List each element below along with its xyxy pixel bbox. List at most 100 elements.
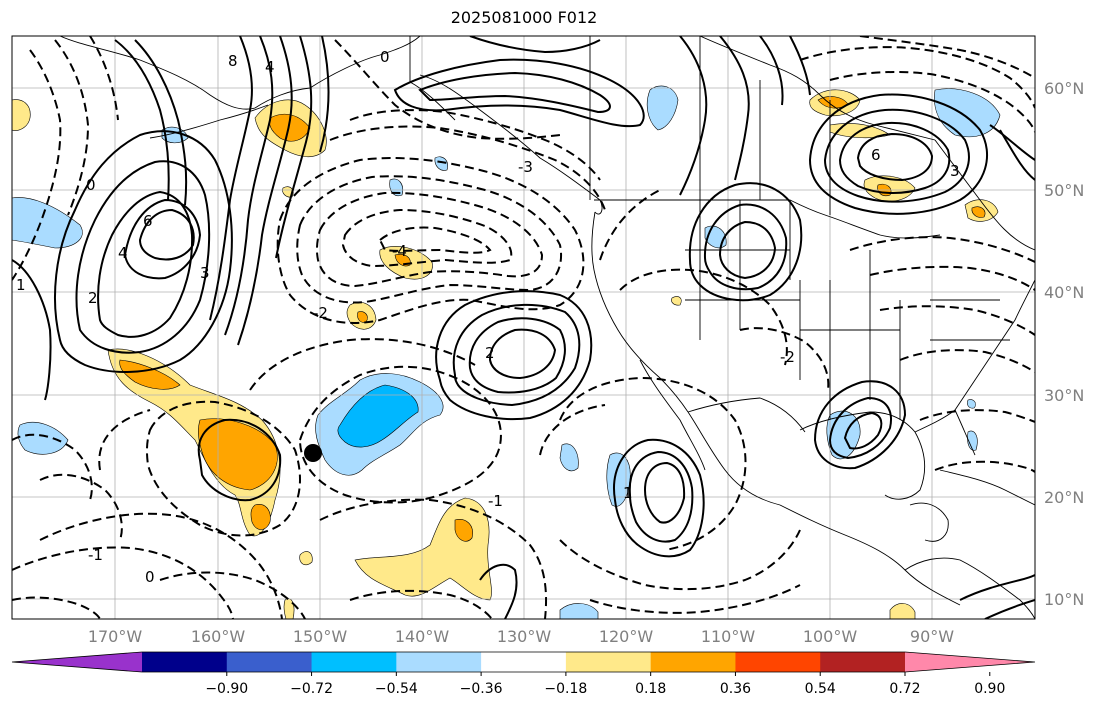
fill-pos2-sub-tropics: [454, 519, 473, 542]
coast-gulf-mexico: [799, 411, 926, 500]
contour-ne-high-4: [856, 132, 934, 182]
lon-label: 160°W: [191, 627, 246, 646]
lat-label: 20°N: [1044, 488, 1084, 507]
contour-hawaii-low-solid: [197, 418, 282, 502]
fill-pos2-hawaii-c: [250, 504, 271, 530]
contour-us-low-2: [619, 268, 788, 366]
lon-label: 130°W: [497, 627, 552, 646]
contour-north-arc-5: [237, 36, 293, 346]
coast-central-am: [904, 557, 1035, 619]
contour-nw-low-left: [12, 433, 93, 501]
contour-label: 8: [228, 52, 238, 70]
contour-us-high-3: [718, 220, 777, 280]
colorbar-swatch: [311, 652, 397, 672]
map-frame: [11, 35, 1036, 620]
fill-neg-alaska-1: [646, 85, 679, 131]
contour-sw-low: [159, 571, 306, 619]
contour-label: 2: [485, 344, 495, 362]
lon-label: 90°W: [910, 627, 954, 646]
contour-label: -2: [313, 304, 328, 322]
contour-east-low-4: [899, 349, 1035, 373]
storm-position-marker: [304, 444, 322, 462]
contour-mex-south-1: [559, 529, 801, 591]
contour-label: -2: [780, 348, 795, 366]
fill-pos-hawaii-region: [107, 348, 281, 537]
contour-mex-south-2: [589, 584, 801, 614]
coast-bc-wa-or-ca: [591, 211, 689, 413]
contour-label: -3: [518, 158, 533, 176]
contour-nw-low-left-2: [39, 473, 123, 541]
contour-nw-pac-high-2: [75, 160, 211, 354]
contour-nw-pac-high-outer: [54, 130, 233, 373]
contour-label: 4: [118, 244, 128, 262]
contour-ne-high-outer: [808, 93, 989, 215]
fill-neg-alaska-3: [434, 156, 448, 171]
contour-pac-low-2: [296, 175, 563, 304]
coast-baja: [639, 359, 781, 506]
contour-label: 0: [145, 568, 155, 586]
contour-central-high-outer: [435, 290, 593, 421]
coast-east-us: [954, 279, 1035, 411]
contour-central-high-4: [488, 328, 557, 380]
contour-nw-pac-high-4: [123, 198, 202, 280]
contour-label: -1: [488, 492, 503, 510]
contour-arc-inner-2: [349, 109, 601, 181]
contour-south-1: [39, 512, 283, 619]
fill-pos2-gulf-alaska: [269, 113, 311, 142]
contour-north-arc-4: [224, 36, 274, 336]
fill-neg-mex-pac-b: [559, 443, 579, 472]
colorbar-tick-label: −0.18: [544, 681, 587, 697]
fill-neg-small-east-b: [967, 399, 976, 409]
contour-west-1: [12, 49, 62, 281]
colorbar-tick-label: 0.90: [974, 681, 1005, 697]
contour-hudson-low-1: [799, 46, 1035, 109]
contour-pac-low-4: [341, 208, 513, 268]
contour-canada-arc-3: [759, 36, 784, 106]
contour-east-edge-2: [989, 124, 1035, 161]
contour-nw-pac-high-3: [97, 190, 194, 338]
fill-neg-small-east: [967, 430, 978, 451]
fill-pos-small-baja: [671, 296, 682, 306]
map-title: 2025081000 F012: [450, 8, 598, 27]
colorbar-tick-label: 0.54: [805, 681, 836, 697]
contour-us-low-1: [599, 189, 661, 261]
colorbar-tick-label: 0.72: [889, 681, 920, 697]
fill-pos-small-1: [299, 551, 313, 566]
contour-east-low-1: [849, 236, 1035, 263]
fill-pos2-quebec: [971, 206, 986, 218]
fill-pos-left-edge: [12, 99, 31, 131]
contour-alaska-high-2: [418, 71, 611, 114]
contour-central-high-3: [468, 317, 566, 394]
contour-north-arc-1: [114, 39, 170, 201]
contour-gulf-high-outer: [813, 380, 907, 470]
colorbar-swatch: [735, 652, 821, 672]
colorbar-tick-label: −0.54: [375, 681, 418, 697]
colorbar-swatch: [396, 652, 482, 672]
contour-center-low-1: [298, 365, 502, 504]
contour-east-low-5: [919, 409, 1035, 423]
contour-label: 4: [265, 58, 275, 76]
coast-se-alaska: [419, 74, 603, 215]
latitude-labels: 60°N 50°N 40°N 30°N 20°N 10°N: [1044, 79, 1084, 609]
colorbar-swatch: [142, 652, 228, 672]
contour-label: -1: [88, 546, 103, 564]
contour-arc-inner-1: [334, 39, 561, 140]
colorbar-swatch: [481, 652, 567, 672]
border-us-mexico: [687, 397, 806, 433]
colorbar-swatch: [226, 652, 313, 672]
contour-east-low-3: [879, 305, 1035, 336]
coast-yucatan: [909, 502, 949, 542]
fill-neg-hudson: [934, 88, 1001, 138]
contour-hawaii-low-2: [98, 409, 151, 471]
coast-hudson: [699, 36, 936, 141]
contour-sw-solid: [479, 563, 518, 619]
contour-center-low-2: [249, 338, 476, 391]
contour-mex-high-3: [643, 461, 686, 524]
lon-label: 140°W: [395, 627, 450, 646]
colorbar-outline: [11, 651, 1036, 673]
contours-solid: [12, 36, 1035, 619]
anomaly-fills: [12, 85, 1001, 619]
contour-mex-high-2: [628, 450, 694, 543]
contour-canada-arc-1: [679, 36, 708, 196]
